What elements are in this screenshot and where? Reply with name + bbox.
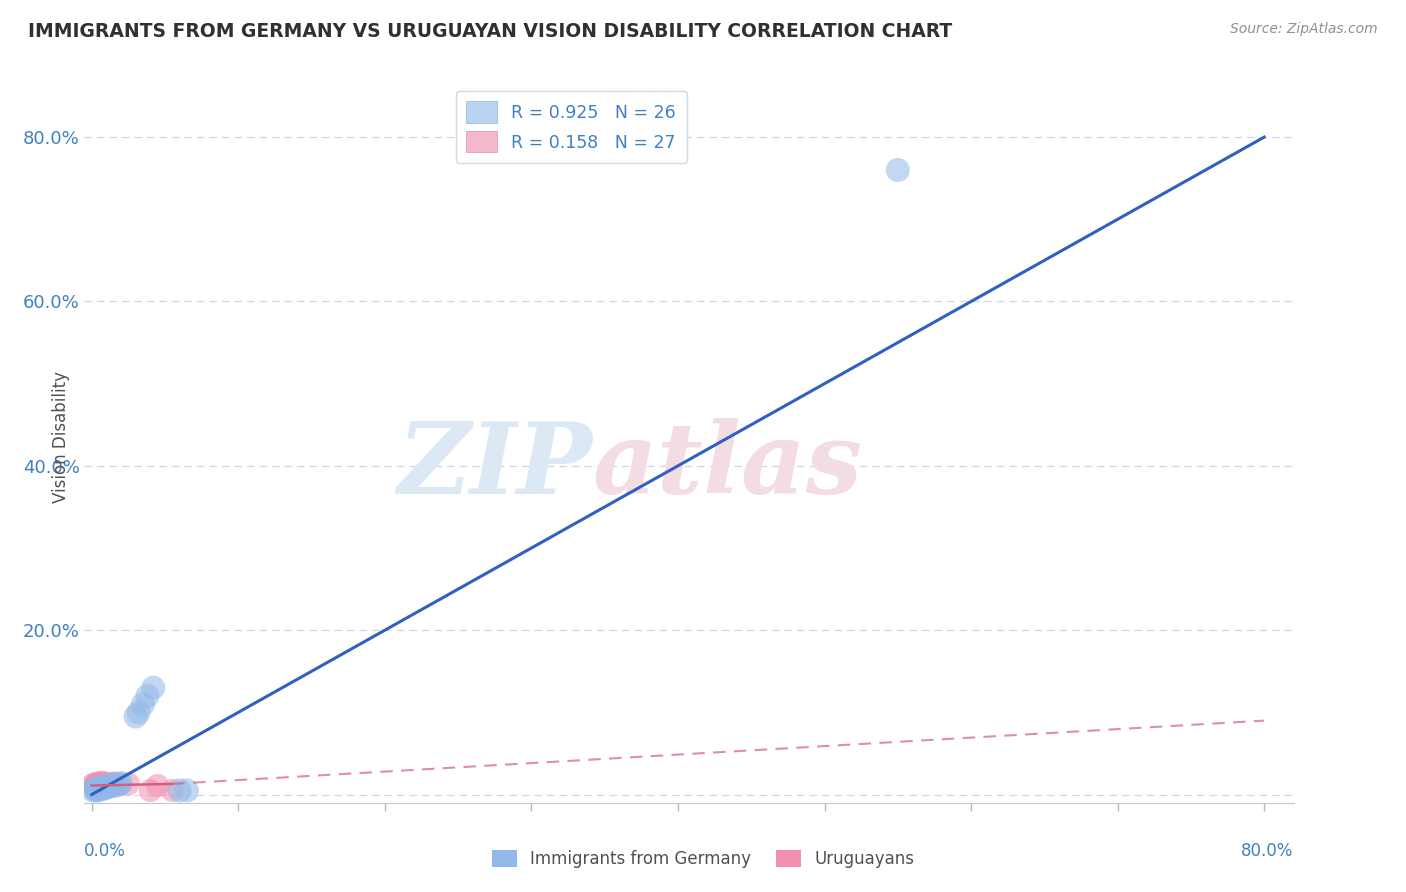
Text: 80.0%: 80.0% [1241,842,1294,860]
Text: ZIP: ZIP [398,418,592,515]
Point [887,163,910,178]
Point [136,689,159,703]
Point [83,777,105,791]
Point [86,776,108,790]
Point [87,777,110,791]
Point [96,780,118,794]
Y-axis label: Vision Disability: Vision Disability [52,371,70,503]
Point [104,780,127,794]
Text: 0.0%: 0.0% [84,842,127,860]
Point [94,780,117,795]
Point [107,778,129,792]
Point [169,783,191,797]
Point [97,778,120,792]
Point [98,777,121,791]
Point [87,782,110,797]
Point [100,779,122,793]
Point [86,783,108,797]
Point [176,783,198,797]
Point [93,781,115,796]
Text: atlas: atlas [592,418,862,515]
Legend: Immigrants from Germany, Uruguayans: Immigrants from Germany, Uruguayans [485,843,921,875]
Point [142,681,165,695]
Point [89,779,111,793]
Point [84,781,107,796]
Point [83,780,105,794]
Point [91,775,114,789]
Text: IMMIGRANTS FROM GERMANY VS URUGUAYAN VISION DISABILITY CORRELATION CHART: IMMIGRANTS FROM GERMANY VS URUGUAYAN VIS… [28,22,952,41]
Legend: R = 0.925   N = 26, R = 0.158   N = 27: R = 0.925 N = 26, R = 0.158 N = 27 [456,91,686,163]
Point [94,778,117,792]
Point [94,776,117,790]
Point [93,779,115,793]
Point [97,780,120,794]
Point [93,777,115,791]
Point [100,779,122,793]
Point [91,780,114,794]
Point [146,779,169,793]
Text: Source: ZipAtlas.com: Source: ZipAtlas.com [1230,22,1378,37]
Point [110,776,132,790]
Point [89,781,111,796]
Point [103,777,125,791]
Point [91,778,114,792]
Point [98,780,121,794]
Point [84,779,107,793]
Point [96,780,118,794]
Point [83,782,105,797]
Point [82,778,104,792]
Point [132,697,155,711]
Point [87,780,110,794]
Point [117,777,139,791]
Point [86,778,108,792]
Point [82,783,104,797]
Point [87,780,110,795]
Point [108,777,131,791]
Point [89,776,111,790]
Point [139,783,162,797]
Point [162,783,184,797]
Point [103,776,125,790]
Point [124,709,146,723]
Point [128,706,150,720]
Point [101,778,124,792]
